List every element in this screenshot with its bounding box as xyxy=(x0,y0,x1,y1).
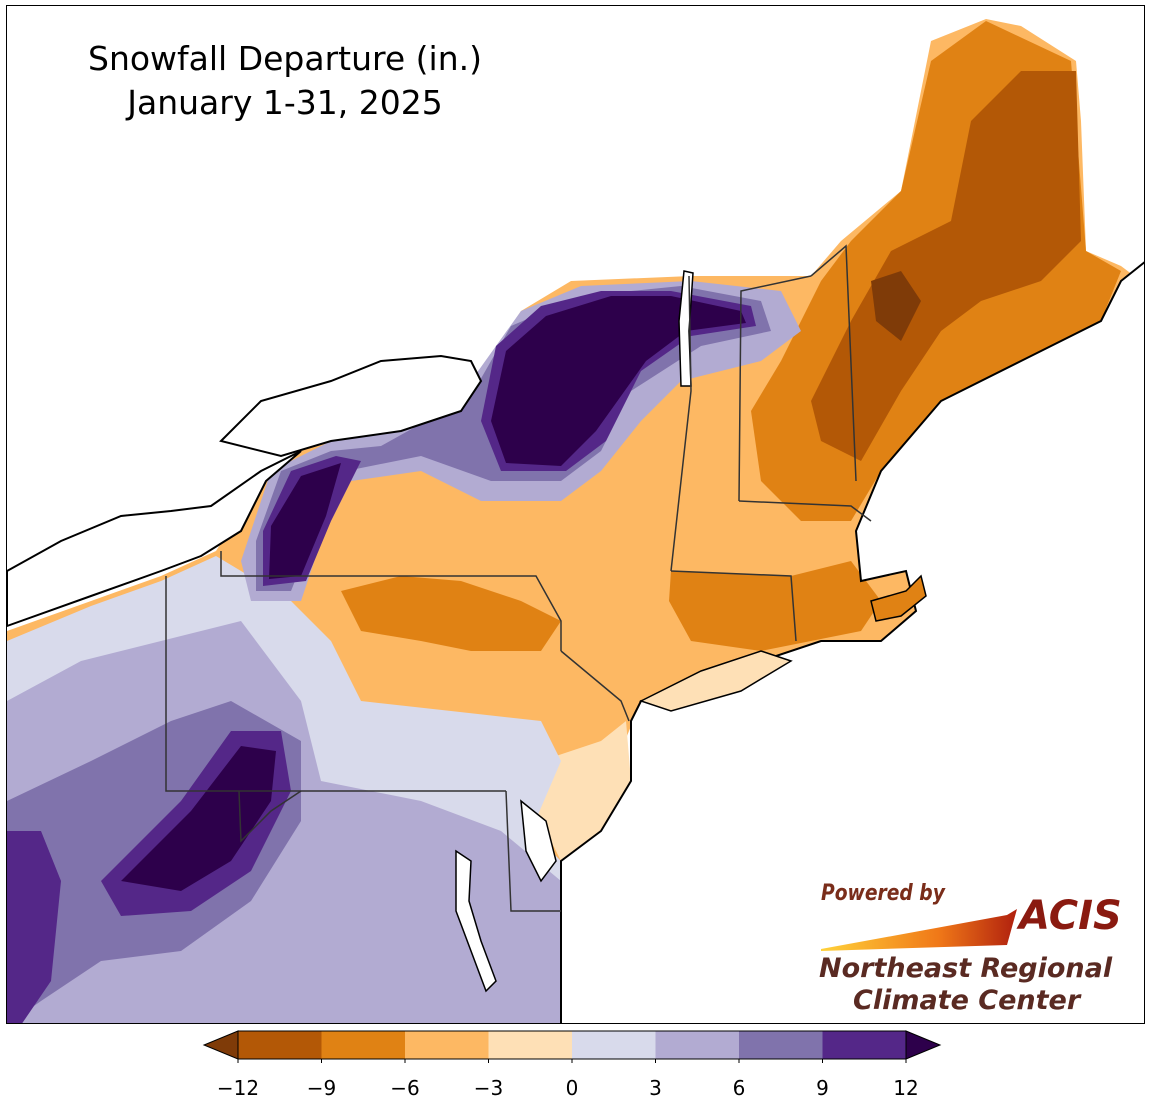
colorbar-bin xyxy=(739,1031,823,1059)
map-frame: Snowfall Departure (in.) January 1-31, 2… xyxy=(6,5,1145,1024)
lake-erie xyxy=(7,450,302,628)
region-sw-corner-heavy xyxy=(7,831,61,1023)
region-lake-effect-extreme xyxy=(269,296,746,579)
acis-credit-logo: Powered by ACIS Northeast Regional Clima… xyxy=(807,881,1137,1021)
map-title: Snowfall Departure (in.) xyxy=(88,39,482,78)
delaware-bay xyxy=(520,799,557,883)
atlantic-ocean xyxy=(560,261,1144,1023)
colorbar-bin xyxy=(488,1031,572,1059)
lake-ontario xyxy=(219,354,483,458)
long-island xyxy=(639,650,793,712)
colorbar-bin xyxy=(405,1031,489,1059)
region-appalachian-extreme xyxy=(121,746,276,891)
region-maine-severe xyxy=(811,71,1081,461)
colorbar-bin xyxy=(321,1031,405,1059)
chesapeake-bay xyxy=(455,849,497,993)
colorbar-bin xyxy=(822,1031,906,1059)
region-maine-extreme xyxy=(871,271,921,341)
colorbar xyxy=(202,1030,942,1063)
acis-wordmark: ACIS xyxy=(1019,893,1122,939)
cape-cod xyxy=(870,574,927,622)
colorbar-tick-label: −12 xyxy=(216,1076,260,1100)
colorbar-tick-label: 0 xyxy=(565,1076,579,1100)
map-subtitle: January 1-31, 2025 xyxy=(127,83,443,122)
colorbar-tick-label: 12 xyxy=(893,1076,919,1100)
snowfall-map xyxy=(7,19,1144,1023)
org-name-line2: Climate Center xyxy=(853,985,1081,1016)
colorbar-over-arrow xyxy=(905,1030,942,1060)
acis-swoosh-icon xyxy=(821,909,1017,951)
colorbar-bin xyxy=(572,1031,656,1059)
colorbar-tick-label: 6 xyxy=(732,1076,746,1100)
colorbar-tick-label: 9 xyxy=(816,1076,829,1100)
colorbar-tick-label: 3 xyxy=(649,1076,662,1100)
state-borders xyxy=(165,244,872,912)
colorbar-tick-label: −9 xyxy=(306,1076,337,1100)
colorbar-bin xyxy=(238,1031,322,1059)
colorbar-tick-label: −3 xyxy=(473,1076,504,1100)
colorbar-under-arrow xyxy=(202,1030,239,1060)
region-southern-new-england xyxy=(669,561,881,651)
powered-by-text: Powered by xyxy=(821,881,945,906)
colorbar-bin xyxy=(655,1031,739,1059)
region-pa-ny-deficit xyxy=(341,576,561,651)
org-name-line1: Northeast Regional xyxy=(819,953,1113,984)
colorbar-tick-label: −6 xyxy=(390,1076,420,1100)
